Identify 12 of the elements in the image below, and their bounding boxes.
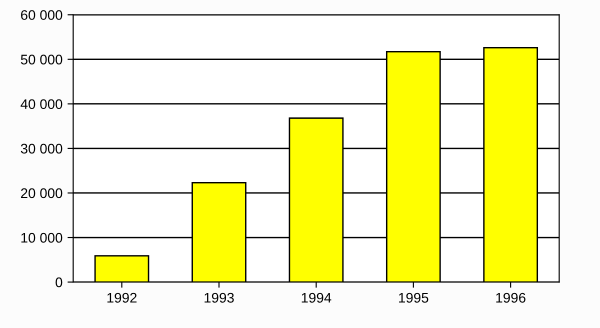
x-tick-label: 1993 bbox=[204, 292, 234, 303]
y-tick-label: 40 000 bbox=[20, 99, 62, 110]
y-tick-label: 0 bbox=[56, 277, 62, 288]
y-tick-label: 10 000 bbox=[21, 232, 62, 243]
x-tick-label: 1994 bbox=[302, 292, 332, 303]
y-tick-label: 50 000 bbox=[20, 54, 62, 64]
y-tick-label: 60 000 bbox=[21, 10, 62, 20]
x-tick-label: 1995 bbox=[399, 292, 428, 303]
y-tick-label: 30 000 bbox=[20, 144, 62, 154]
y-tick-label: 20 000 bbox=[21, 188, 62, 198]
x-tick-label: 1992 bbox=[107, 292, 137, 303]
x-tick-label: 1996 bbox=[496, 292, 526, 303]
